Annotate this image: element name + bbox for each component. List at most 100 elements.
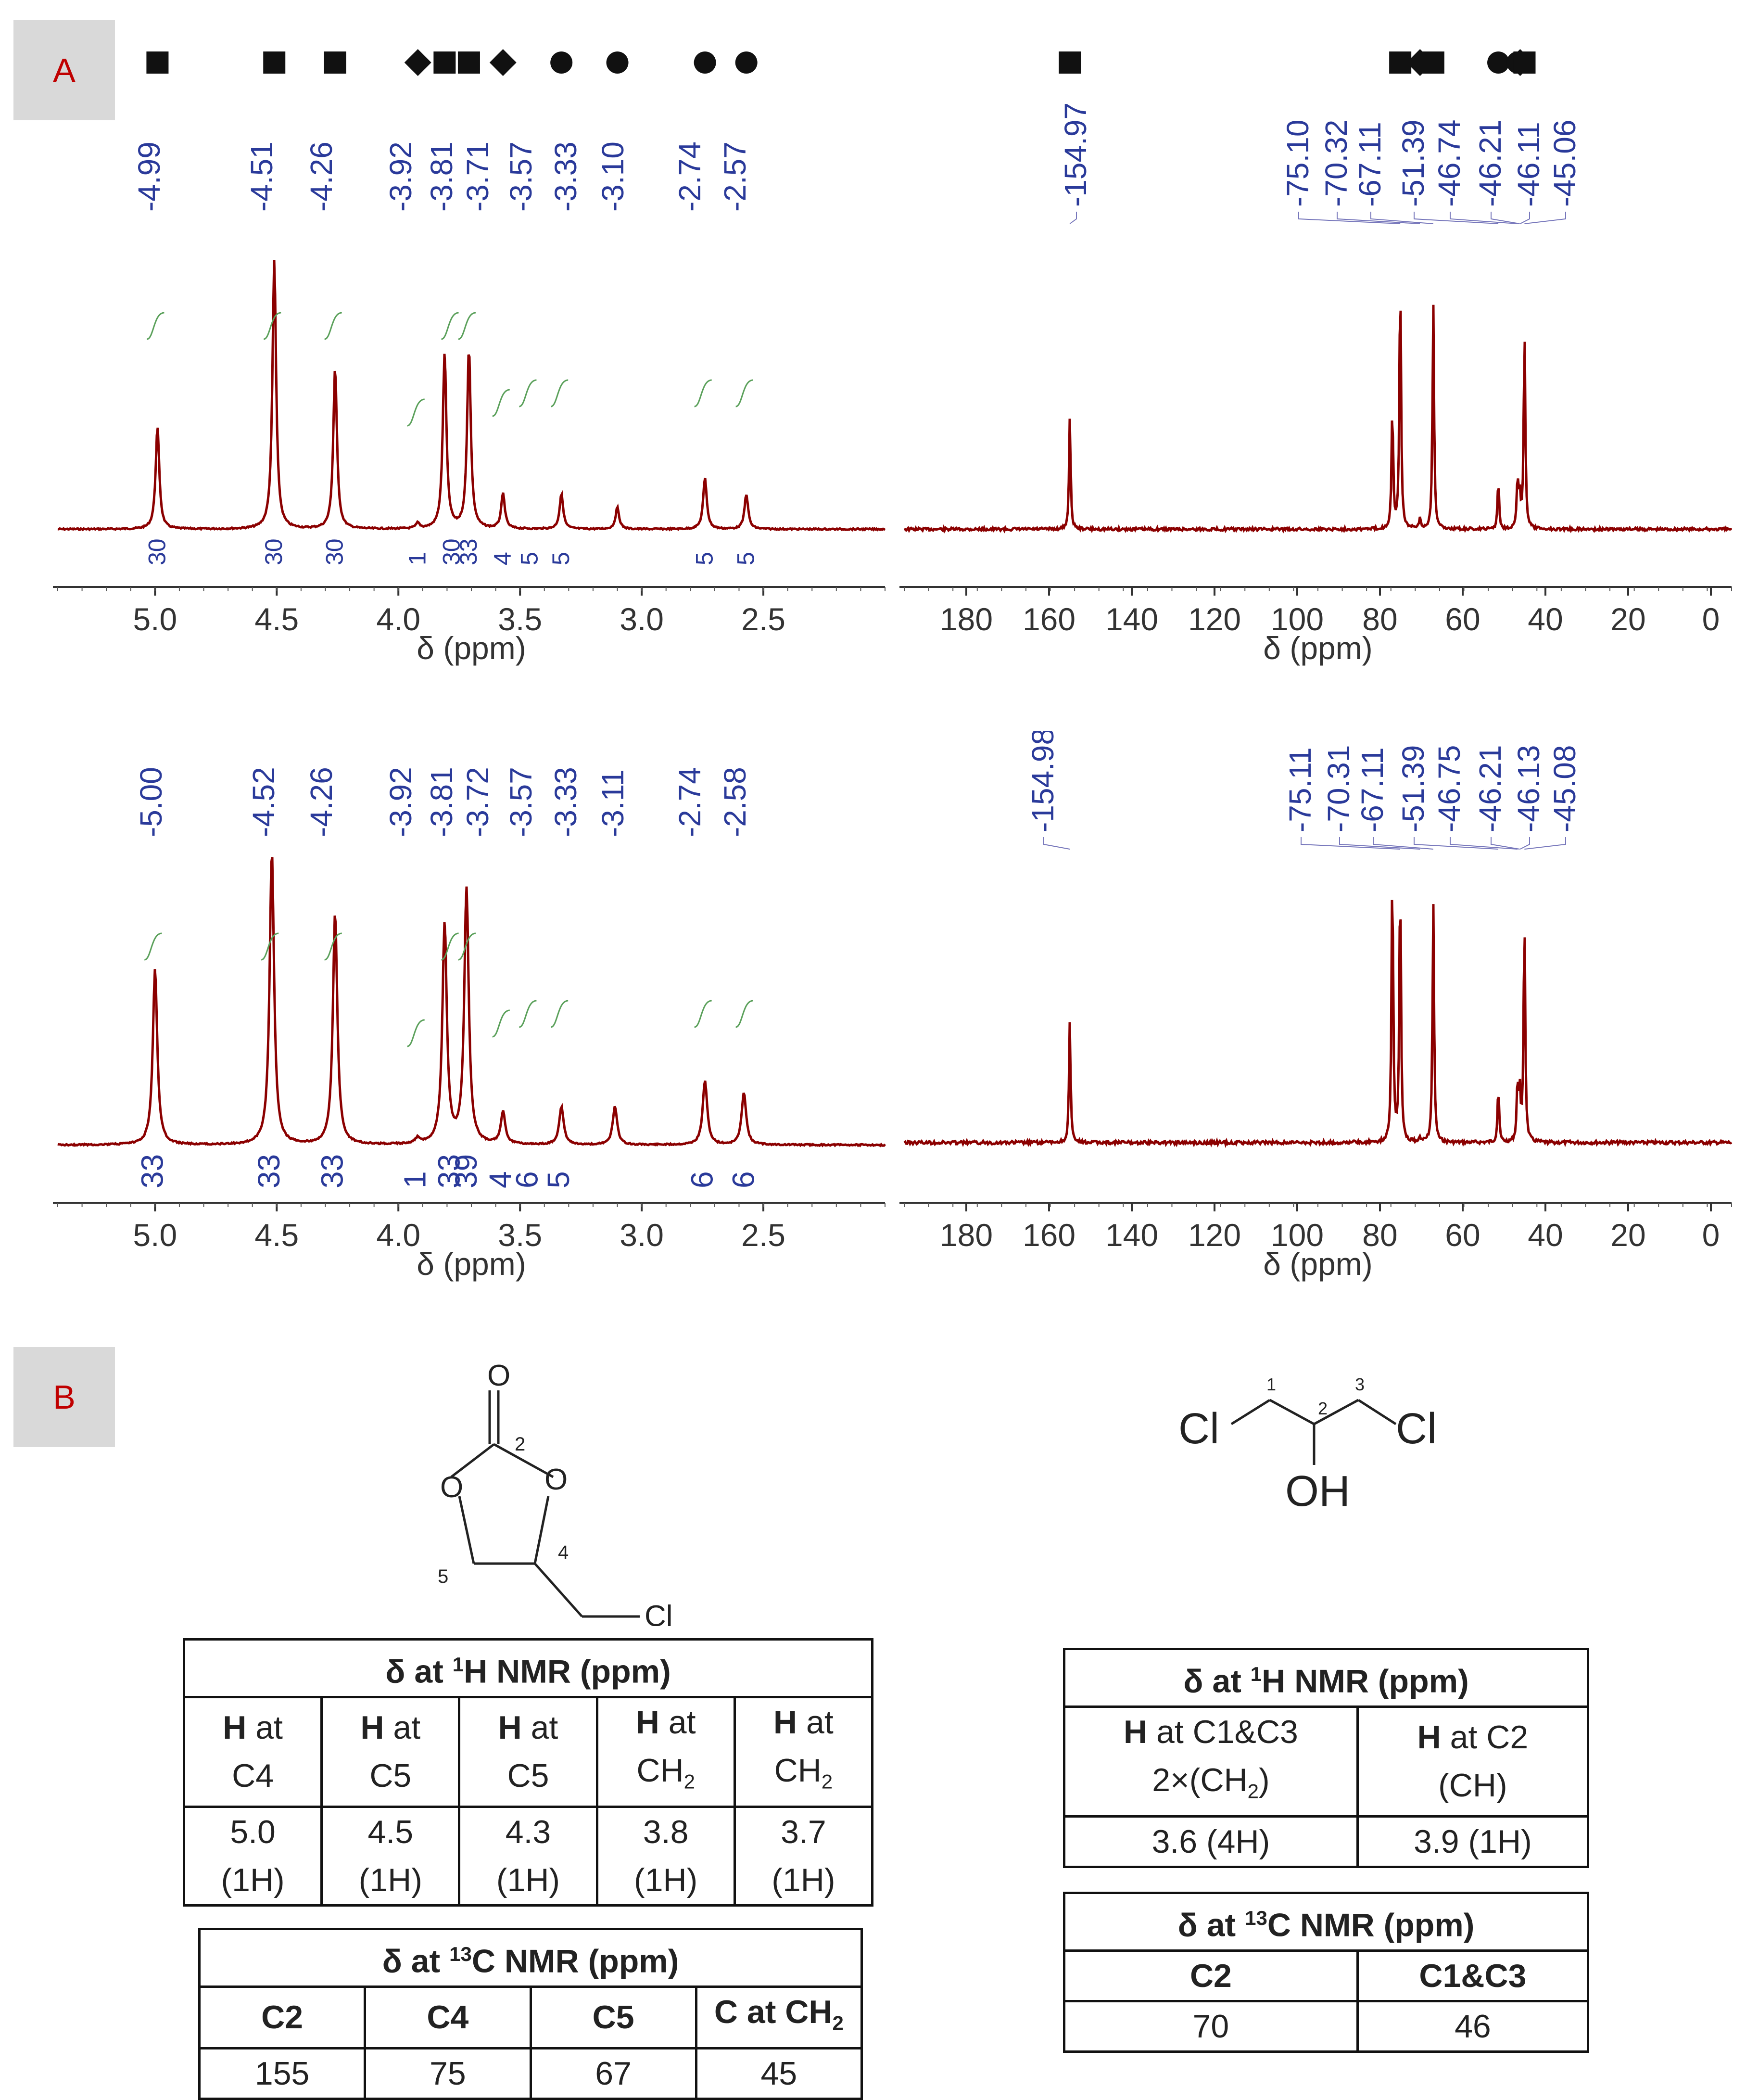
x-tick-label: 80 — [1362, 601, 1397, 637]
integral-value: 33 — [432, 1154, 467, 1188]
label-connector — [1414, 837, 1499, 850]
integral-curve — [492, 389, 510, 417]
peak-shift-label: -2.57 — [718, 141, 752, 212]
integral-value: 4 — [483, 1171, 518, 1188]
integral-value: 30 — [321, 538, 348, 565]
integral-curve — [324, 932, 342, 961]
table-cell: 70 — [1063, 1999, 1359, 2053]
peak-shift-label: -75.11 — [1283, 747, 1317, 832]
table-row: 70 46 — [1063, 1999, 1590, 2053]
x-tick-label: 5.0 — [133, 1217, 177, 1253]
atom-o-carbonyl: O — [487, 1359, 510, 1392]
x-tick-label: 3.5 — [498, 601, 542, 637]
label-connector — [1450, 212, 1518, 224]
table-cell: 45 — [695, 2047, 863, 2100]
peak-marker-diamond — [489, 49, 517, 76]
integral-value: 33 — [455, 538, 482, 565]
label-connector — [1298, 212, 1401, 224]
integral-value: 6 — [726, 1171, 761, 1188]
c-nmr-spectrum-top: -154.97 -75.10 -70.32-67.11 -51.39 -46.74 -46… — [899, 49, 1733, 666]
panel-label-a: A — [13, 20, 115, 120]
label-connector — [1414, 212, 1499, 224]
table-header-cell: H at CH2 — [733, 1695, 874, 1808]
x-tick-label: 3.0 — [620, 1217, 664, 1253]
peak-shift-label: -51.39 — [1396, 120, 1430, 207]
table-cell: 46 — [1356, 1999, 1590, 2053]
integral-curve — [735, 379, 753, 407]
peak-shift-label: -46.75 — [1432, 745, 1467, 832]
integral-curve — [261, 932, 279, 961]
c-nmr-spectrum-bottom: -154.98 -75.11 -70.31-67.11 -51.39 -46.75 -46… — [899, 731, 1733, 1282]
atom-cl-right: Cl — [1396, 1405, 1437, 1453]
peak-shift-label: -3.72 — [460, 767, 495, 837]
h-nmr-spectrum-top: -4.99 -4.51 -4.26 -3.92 -3.81 -3.71 -3.57 -3.33… — [53, 49, 886, 666]
table-header-row: H at C4 H at C5 H at C5 H at CH2 H at CH2 — [182, 1695, 874, 1808]
table-cell: 3.8 (1H) — [595, 1806, 736, 1907]
x-tick-label: 2.5 — [741, 1217, 785, 1253]
peak-shift-label: -154.98 — [1025, 731, 1060, 832]
label-connector — [1370, 212, 1433, 224]
peak-shift-label: -2.74 — [672, 141, 707, 212]
peak-shift-label: -2.74 — [672, 767, 707, 837]
label-connector — [1519, 837, 1530, 850]
x-tick-label: 120 — [1188, 601, 1241, 637]
table-carbonate-13c: δ at 13C NMR (ppm) C2 C4 C5 C at CH2 155… — [198, 1928, 863, 2100]
table-header-row: C2 C4 C5 C at CH2 — [198, 1985, 863, 2050]
table-cell: 4.5 (1H) — [320, 1806, 461, 1907]
table-header-cell: C at CH2 — [695, 1985, 863, 2050]
x-tick-label: 5.0 — [133, 601, 177, 637]
integral-value: 30 — [438, 538, 465, 565]
cyclic-carbonate-structure: O O O Cl 2 4 5 — [438, 1359, 673, 1626]
x-tick-label: 180 — [940, 601, 993, 637]
h-nmr-spectrum-bottom: -5.00 -4.52 -4.26 -3.92 -3.81 -3.72 -3.57 -3.33… — [53, 767, 886, 1282]
table-carbonate-1h: δ at 1H NMR (ppm) H at C4 H at C5 H at C5 H at… — [182, 1638, 874, 1907]
integral-value: 5 — [541, 1171, 576, 1188]
table-header-cell: C4 — [364, 1985, 532, 2050]
integral-curve — [144, 932, 162, 961]
peak-shift-label: -67.11 — [1353, 122, 1387, 207]
label-connector — [1524, 212, 1566, 224]
table-row: 5.0 (1H) 4.5 (1H) 4.3 (1H) 3.8 (1H) 3.7 (1H) — [182, 1806, 874, 1907]
table-cell: 155 — [198, 2047, 367, 2100]
spectrum-trace — [903, 900, 1733, 1148]
peak-shift-label: -3.81 — [424, 767, 459, 837]
x-tick-label: 100 — [1271, 1217, 1324, 1253]
integral-value: 5 — [516, 552, 543, 565]
x-tick-label: 4.0 — [376, 1217, 420, 1253]
table-title: δ at 13C NMR (ppm) — [198, 1928, 863, 1988]
atom-number-2: 2 — [1318, 1399, 1328, 1418]
integral-value: 33 — [135, 1154, 169, 1188]
table-header-row: C2 C1&C3 — [1063, 1949, 1590, 2002]
integral-value: 30 — [260, 538, 287, 565]
integral-curve — [441, 932, 459, 961]
peak-shift-label: -2.58 — [718, 767, 752, 837]
peak-marker-square — [1059, 51, 1081, 74]
integral-value: 4 — [489, 552, 516, 565]
table-cell: 3.7 (1H) — [733, 1806, 874, 1907]
integral-curve — [458, 312, 476, 340]
peak-shift-label: -154.97 — [1058, 102, 1093, 207]
peak-shift-label: -45.06 — [1547, 120, 1582, 207]
x-tick-label: 4.5 — [254, 601, 299, 637]
label-connector — [1373, 837, 1433, 850]
integral-value: 33 — [252, 1154, 286, 1188]
label-connector — [1519, 212, 1530, 224]
integral-curve — [263, 312, 281, 340]
peak-shift-label: -4.26 — [304, 141, 339, 212]
spectrum-trace — [57, 857, 886, 1148]
peak-shift-label: -3.92 — [383, 141, 418, 212]
table-dcp-13c: δ at 13C NMR (ppm) C2 C1&C3 70 46 — [1063, 1892, 1590, 2053]
x-tick-label: 140 — [1105, 1217, 1158, 1253]
peak-shift-label: -4.52 — [246, 767, 281, 837]
x-tick-label: 60 — [1445, 1217, 1480, 1253]
integral-value: 39 — [449, 1154, 483, 1188]
peak-marker-diamond — [404, 49, 431, 76]
table-header-cell: C5 — [529, 1985, 697, 2050]
spectrum-trace — [57, 260, 886, 532]
label-connector — [1339, 837, 1420, 850]
table-header-cell: H at C5 — [320, 1695, 461, 1808]
table-title: δ at 1H NMR (ppm) — [183, 1638, 873, 1698]
label-connector — [1301, 837, 1401, 850]
table-header-cell: C2 — [1063, 1949, 1359, 2002]
atom-oh: OH — [1285, 1467, 1350, 1515]
